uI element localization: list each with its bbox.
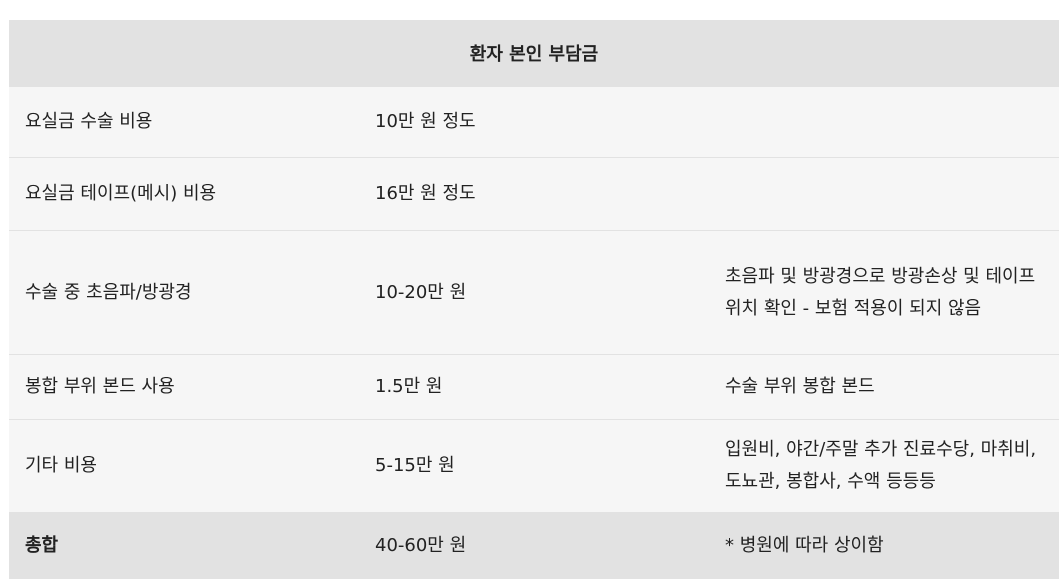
table-header-row: 환자 본인 부담금 — [9, 20, 1060, 87]
note-cell — [709, 86, 1060, 158]
item-cell: 수술 중 초음파/방광경 — [9, 230, 359, 355]
table-row: 요실금 테이프(메시) 비용 16만 원 정도 — [9, 157, 1060, 231]
note-cell — [709, 157, 1060, 231]
cost-cell: 1.5만 원 — [359, 354, 709, 420]
item-cell: 봉합 부위 본드 사용 — [9, 354, 359, 420]
table-row: 봉합 부위 본드 사용 1.5만 원 수술 부위 봉합 본드 — [9, 354, 1060, 420]
total-label: 총합 — [9, 512, 359, 579]
item-cell: 기타 비용 — [9, 419, 359, 513]
total-note: * 병원에 따라 상이함 — [709, 512, 1060, 579]
note-cell: 초음파 및 방광경으로 방광손상 및 테이프 위치 확인 - 보험 적용이 되지… — [709, 230, 1060, 355]
table-row: 기타 비용 5-15만 원 입원비, 야간/주말 추가 진료수당, 마취비, 도… — [9, 419, 1060, 513]
item-cell: 요실금 테이프(메시) 비용 — [9, 157, 359, 231]
table-row: 요실금 수술 비용 10만 원 정도 — [9, 86, 1060, 158]
total-row: 총합 40-60만 원 * 병원에 따라 상이함 — [9, 512, 1060, 579]
note-cell: 수술 부위 봉합 본드 — [709, 354, 1060, 420]
note-cell: 입원비, 야간/주말 추가 진료수당, 마취비, 도뇨관, 봉합사, 수액 등등… — [709, 419, 1060, 513]
cost-cell: 5-15만 원 — [359, 419, 709, 513]
table-row: 수술 중 초음파/방광경 10-20만 원 초음파 및 방광경으로 방광손상 및… — [9, 230, 1060, 355]
total-cost: 40-60만 원 — [359, 512, 709, 579]
table-title: 환자 본인 부담금 — [9, 20, 1060, 87]
cost-table: 환자 본인 부담금 요실금 수술 비용 10만 원 정도 요실금 테이프(메시)… — [9, 20, 1060, 579]
item-cell: 요실금 수술 비용 — [9, 86, 359, 158]
cost-cell: 16만 원 정도 — [359, 157, 709, 231]
cost-cell: 10-20만 원 — [359, 230, 709, 355]
cost-cell: 10만 원 정도 — [359, 86, 709, 158]
